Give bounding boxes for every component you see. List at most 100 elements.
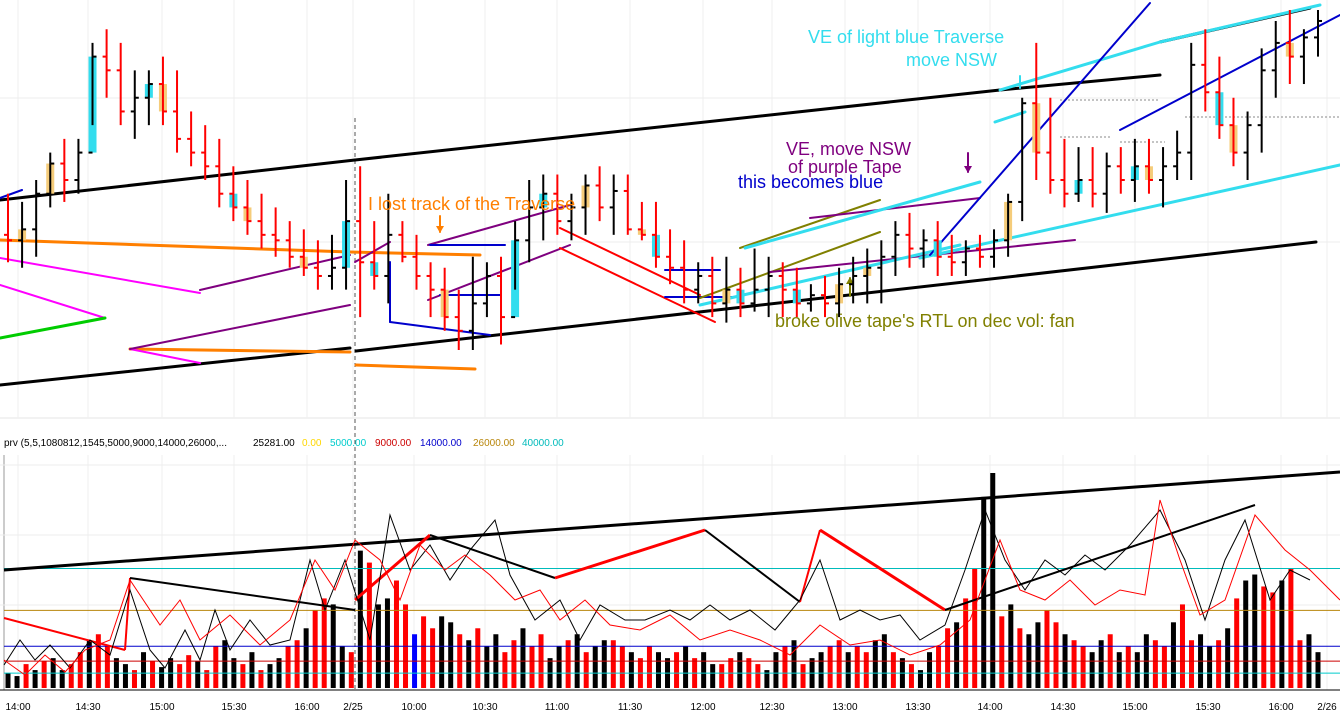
orange-traverse-bottom (128, 347, 352, 354)
purple-channel-2-bottom (427, 244, 571, 301)
volume-bar (827, 646, 833, 688)
volume-bar (258, 670, 264, 688)
volume-bar (1297, 640, 1303, 688)
volume-bar (990, 473, 996, 688)
volume-bar (836, 640, 842, 688)
volume-bar (1288, 568, 1294, 688)
olive-tape-top (699, 231, 881, 299)
x-tick-label: 14:30 (75, 702, 100, 713)
volume-bar (583, 652, 589, 688)
annotation-ve-light-blue-2: move NSW (906, 50, 997, 70)
volume-black-seg-3 (944, 504, 1256, 611)
volume-bar (1225, 628, 1231, 688)
volume-red-seg-2 (124, 577, 131, 651)
x-tick-label: 10:00 (401, 702, 426, 713)
green-line (0, 316, 107, 340)
volume-bar (927, 652, 933, 688)
volume-red-seg-3 (354, 533, 431, 602)
volume-channel-top (3, 470, 1340, 572)
volume-red-seg-1 (3, 617, 126, 651)
x-tick-label: 2/25 (343, 702, 363, 713)
magenta-top (0, 257, 201, 294)
level-26000: 26000.00 (473, 438, 515, 449)
volume-bar (782, 646, 788, 688)
volume-bar (1080, 646, 1086, 688)
volume-bar (1071, 640, 1077, 688)
volume-bar (972, 568, 978, 688)
x-tick-label: 13:00 (832, 702, 857, 713)
volume-bar (32, 670, 38, 688)
volume-bar (601, 640, 607, 688)
volume-bar (430, 628, 436, 688)
volume-red-seg-4 (554, 528, 706, 580)
purple-channel-2-top (427, 204, 571, 246)
olive-tape-2 (739, 199, 881, 249)
volume-bar (737, 652, 743, 688)
level-0: 0.00 (302, 438, 322, 449)
volume-bar (5, 673, 11, 688)
volume-bar (1035, 622, 1041, 688)
volume-black-seg-4 (129, 577, 356, 611)
orange-traverse-bottom-2 (354, 363, 477, 371)
volume-bar (683, 646, 689, 688)
volume-bar (963, 598, 969, 688)
volume-bar (529, 646, 535, 688)
volume-black-seg (429, 534, 556, 579)
volume-red-seg-5 (799, 529, 821, 603)
volume-bar (556, 646, 562, 688)
volume-red-seg-6 (819, 528, 946, 612)
volume-bar (1261, 586, 1267, 688)
level-9000: 9000.00 (375, 438, 412, 449)
volume-bar (122, 664, 128, 688)
volume-bar (502, 652, 508, 688)
cyan-traverse-top (743, 180, 982, 250)
x-tick-label: 11:00 (545, 702, 570, 713)
red-channel-top (559, 227, 701, 296)
volume-black-seg-2 (704, 529, 801, 603)
cyan-upper (998, 40, 1162, 92)
trendlines-lower (3, 470, 1340, 676)
arrow-orange-head (436, 226, 444, 233)
x-tick-label: 2/26 (1317, 702, 1337, 713)
volume-bar (1017, 628, 1023, 688)
volume-bar (393, 580, 399, 688)
grid (0, 0, 1340, 691)
volume-bar (14, 676, 20, 688)
volume-bar (674, 652, 680, 688)
cyan-traverse-long (918, 163, 1340, 260)
volume-bar (1053, 622, 1059, 688)
volume-bar (159, 667, 165, 688)
annotation-ve-purple-1: VE, move NSW (786, 139, 911, 159)
volume-bar (1116, 652, 1122, 688)
volume-zigzag-red (3, 499, 1340, 676)
volume-bar (1279, 580, 1285, 688)
volume-bar (845, 652, 851, 688)
volume-bar (999, 616, 1005, 688)
x-tick-label: 14:30 (1050, 702, 1075, 713)
x-tick-label: 15:30 (221, 702, 246, 713)
level-14000: 14000.00 (420, 438, 462, 449)
x-tick-label: 10:30 (472, 702, 497, 713)
volume-bar (800, 664, 806, 688)
volume-bar (863, 652, 869, 688)
volume-bar (41, 661, 47, 688)
x-tick-label: 15:30 (1195, 702, 1220, 713)
magenta-line (0, 284, 106, 319)
cyan-short (993, 110, 1027, 124)
x-tick-label: 15:00 (149, 702, 174, 713)
volume-bar (1089, 652, 1095, 688)
volume-bar (421, 616, 427, 688)
volume-bar (791, 640, 797, 688)
x-tick-label: 15:00 (1122, 702, 1147, 713)
blue-left-stub (0, 189, 23, 199)
channel-bottom-black (0, 346, 352, 387)
blue-low-line (389, 321, 491, 336)
annotation-lost-track: I lost track of the Traverse (368, 194, 575, 214)
cyan-upper-2 (1158, 3, 1322, 44)
volume-bar (339, 646, 345, 688)
x-tick-label: 16:00 (1268, 702, 1293, 713)
volume-bar (1216, 640, 1222, 688)
volume-bar (773, 652, 779, 688)
